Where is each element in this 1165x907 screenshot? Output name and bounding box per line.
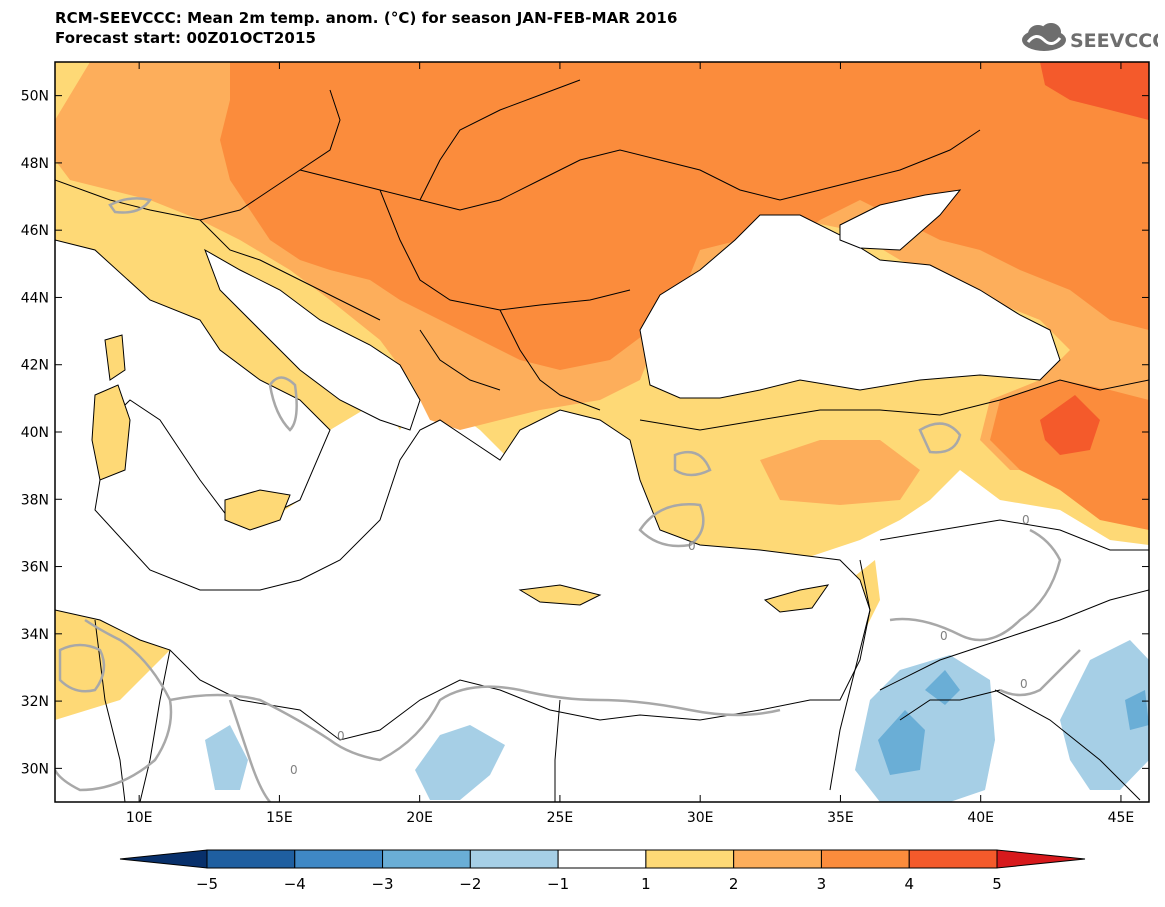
lat-tick-label: 42N [21, 358, 49, 374]
colorbar-labels: −5 −4 −3 −2 −1 1 2 3 4 5 [196, 875, 1002, 893]
colorbar-segments [119, 849, 1086, 869]
cold-band-tunisia [205, 725, 248, 790]
colorbar-arrow-high [996, 849, 1086, 869]
colorbar-arrow-low [119, 849, 208, 869]
lon-tick-label: 35E [827, 810, 854, 826]
lon-tick-label: 25E [547, 810, 574, 826]
contour-label: 0 [1020, 677, 1028, 691]
sicily [224, 489, 291, 531]
warm-band-3-4 [220, 62, 1149, 370]
zero-contours [55, 197, 1081, 802]
colorbar-level-label: −1 [547, 875, 569, 893]
colorbar: −5 −4 −3 −2 −1 1 2 3 4 5 [119, 849, 1086, 893]
lat-tick-label: 30N [21, 761, 49, 777]
colorbar-segment [733, 849, 822, 869]
lon-tick-label: 45E [1108, 810, 1135, 826]
colorbar-segment [294, 849, 384, 869]
colorbar-level-label: −2 [459, 875, 481, 893]
contour-labels: 0 0 0 0 0 0 [290, 513, 1030, 777]
colorbar-level-label: 3 [817, 875, 827, 893]
cold-band-inner-2 [925, 670, 960, 705]
lat-tick-label: 34N [21, 627, 49, 643]
colorbar-level-label: 2 [729, 875, 739, 893]
cyprus [763, 584, 830, 613]
warm-band-3-4-caucasus [990, 380, 1149, 530]
contour-label: 0 [940, 629, 948, 643]
black-sea [639, 214, 1061, 399]
warm-band-2-3-anatolia [760, 440, 920, 505]
colorbar-segment [645, 849, 735, 869]
colorbar-level-label: −5 [196, 875, 218, 893]
colorbar-level-label: 1 [641, 875, 651, 893]
title-line-1: RCM-SEEVCCC: Mean 2m temp. anom. (°C) fo… [55, 9, 678, 27]
warm-band-4-5-north-east [1040, 62, 1149, 120]
colorbar-segment [382, 849, 471, 869]
lon-tick-label: 15E [266, 810, 293, 826]
map-layers: 0 0 0 0 0 0 [55, 62, 1149, 802]
contour-label: 0 [1022, 513, 1030, 527]
adriatic-sea [204, 248, 421, 431]
colorbar-segment [469, 849, 559, 869]
lat-tick-label: 36N [21, 560, 49, 576]
cloud-icon [1022, 23, 1066, 51]
cold-band-iraq [1060, 640, 1149, 790]
cold-band-libya [415, 725, 505, 800]
lat-tick-label: 38N [21, 492, 49, 508]
cold-band-inner-3 [1125, 690, 1149, 730]
lat-tick-label: 48N [21, 156, 49, 172]
lat-tick-label: 44N [21, 290, 49, 306]
title-line-2: Forecast start: 00Z01OCT2015 [55, 29, 317, 47]
lat-tick-label: 50N [21, 89, 49, 105]
colorbar-level-label: 5 [992, 875, 1002, 893]
colorbar-segment [908, 849, 998, 869]
colorbar-segment [820, 849, 910, 869]
lon-tick-label: 20E [406, 810, 433, 826]
lon-tick-label: 10E [126, 810, 153, 826]
lon-tick-label: 40E [967, 810, 994, 826]
colorbar-segment [206, 849, 296, 869]
colorbar-level-label: −3 [371, 875, 393, 893]
corsica [104, 334, 126, 381]
map-title: RCM-SEEVCCC: Mean 2m temp. anom. (°C) fo… [55, 8, 678, 48]
colorbar-level-label: −4 [284, 875, 306, 893]
colorbar-segment [557, 849, 647, 869]
contour-label: 0 [688, 539, 696, 553]
contour-label: 0 [337, 729, 345, 743]
sea-mask [55, 189, 1061, 741]
sardinia [91, 384, 131, 481]
crete [518, 584, 602, 606]
lon-tick-label: 30E [687, 810, 714, 826]
lat-tick-label: 32N [21, 694, 49, 710]
sea-of-azov [839, 189, 962, 251]
temperature-anomaly-map: 0 0 0 0 0 0 30N 32N 34N 36N 38N 40N 42N 44N 46N 4… [21, 61, 1150, 826]
country-borders [55, 79, 1149, 802]
lat-tick-label: 46N [21, 223, 49, 239]
axis-ticks: 30N 32N 34N 36N 38N 40N 42N 44N 46N 48N 50N 10E 15E 2… [21, 62, 1149, 826]
contour-label: 0 [290, 763, 298, 777]
warm-band-4-5-caucasus [1040, 395, 1100, 455]
seevccc-logo: SEEVCCC [1022, 23, 1158, 52]
cold-band-inner [878, 710, 925, 775]
logo-text: SEEVCCC [1070, 30, 1158, 52]
lat-tick-label: 40N [21, 425, 49, 441]
colorbar-level-label: 4 [904, 875, 914, 893]
